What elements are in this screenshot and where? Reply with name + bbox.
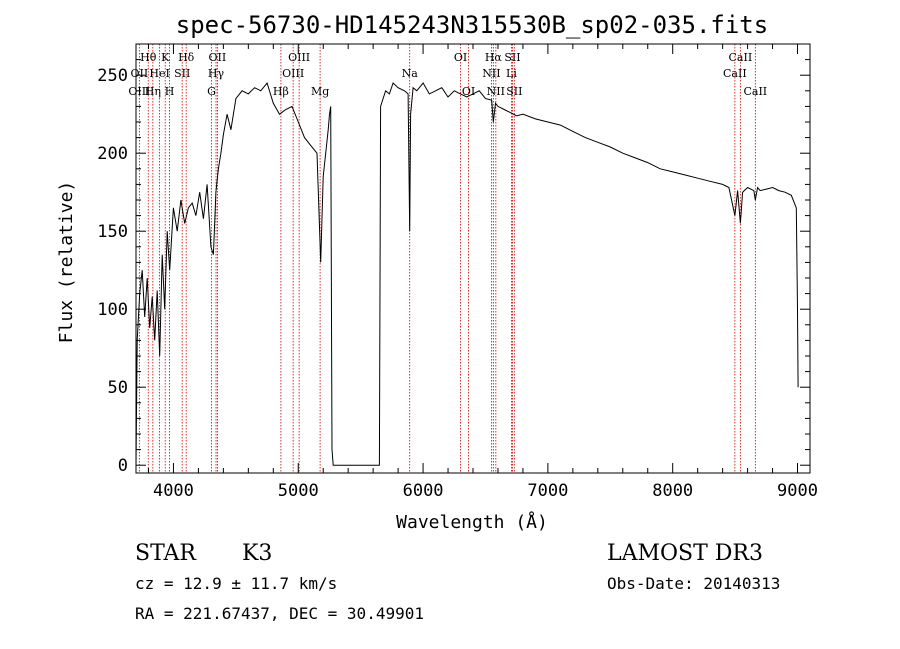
survey-name: LAMOST DR3 <box>607 541 763 566</box>
object-subclass: K3 <box>242 541 272 566</box>
line-label: OIII <box>128 85 150 98</box>
line-label: NII <box>482 67 500 80</box>
line-label: NII <box>487 85 505 98</box>
chart-title: spec-56730-HD145243N315530B_sp02-035.fit… <box>176 11 768 39</box>
line-label: Hθ <box>140 51 157 64</box>
y-tick-label: 100 <box>97 300 128 320</box>
plot-area: Hθ OII OIII K HeI Hη Hδ SII H OII Hγ G OIII OIII Hβ Mg N… <box>97 43 818 501</box>
plot-frame <box>135 43 811 474</box>
line-label: Hγ <box>208 67 225 80</box>
line-label: SII <box>506 85 522 98</box>
axis-ticks: 4000 5000 6000 7000 8000 9000 0 50 100 150 200 250 <box>97 44 818 501</box>
coordinates: RA = 221.67437, DEC = 30.49901 <box>135 604 424 623</box>
line-label: CaII <box>723 67 747 80</box>
redshift-readout: cz = 12.9 ± 11.7 km/s <box>135 574 337 593</box>
y-tick-label: 200 <box>97 144 128 164</box>
line-label: HeI <box>149 67 169 80</box>
line-label: OII <box>209 51 227 64</box>
line-label: OIII <box>288 51 310 64</box>
obs-date: Obs-Date: 20140313 <box>607 574 780 593</box>
line-label: Na <box>402 67 419 80</box>
spectral-line-labels: Hθ OII OIII K HeI Hη Hδ SII H OII Hγ G OIII OIII Hβ Mg N… <box>128 51 767 98</box>
x-tick-label: 9000 <box>777 481 818 501</box>
x-tick-label: 6000 <box>403 481 444 501</box>
line-label: CaII <box>729 51 753 64</box>
y-axis-title: Flux (relative) <box>56 181 77 344</box>
line-label: SII <box>504 51 520 64</box>
x-tick-label: 7000 <box>527 481 568 501</box>
x-tick-label: 5000 <box>278 481 319 501</box>
line-label: Mg <box>311 85 329 98</box>
line-label: Hδ <box>178 51 195 64</box>
x-tick-label: 4000 <box>153 481 194 501</box>
line-label: SII <box>174 67 190 80</box>
y-tick-label: 150 <box>97 222 128 242</box>
line-label: G <box>207 85 216 98</box>
line-label: Hα <box>485 51 503 64</box>
spectrum-line <box>135 81 799 466</box>
line-label: OII <box>131 67 149 80</box>
line-label: H <box>165 85 175 98</box>
x-tick-label: 8000 <box>652 481 693 501</box>
spectral-line-markers <box>138 44 756 473</box>
line-label: OI <box>454 51 467 64</box>
line-label: OI <box>462 85 475 98</box>
line-label: Hβ <box>273 85 289 98</box>
line-label: Li <box>506 67 517 80</box>
line-label: K <box>161 51 170 64</box>
y-tick-label: 250 <box>97 66 128 86</box>
line-label: CaII <box>743 85 767 98</box>
x-axis-title: Wavelength (Å) <box>396 511 548 533</box>
y-tick-label: 50 <box>108 378 128 398</box>
y-tick-label: 0 <box>118 456 128 476</box>
line-label: OIII <box>282 67 304 80</box>
object-class: STAR <box>135 541 197 566</box>
line-label: Hη <box>145 85 161 98</box>
